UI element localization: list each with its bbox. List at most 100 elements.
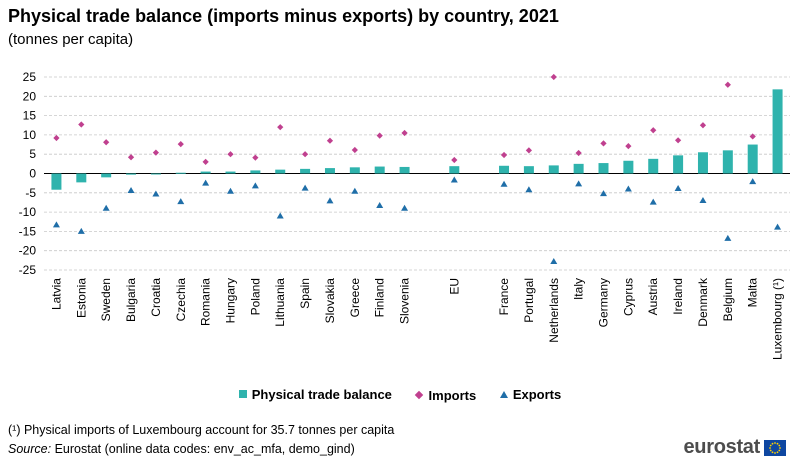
point-imports <box>575 149 582 157</box>
bar-balance <box>200 171 211 174</box>
point-exports <box>152 190 160 197</box>
bar-balance <box>573 163 584 174</box>
point-exports <box>177 198 185 205</box>
legend-bar-swatch <box>238 390 247 398</box>
point-imports <box>53 134 60 142</box>
point-exports <box>127 186 135 193</box>
legend-label-exports: Exports <box>512 387 562 402</box>
x-tick-label: Lithuania <box>273 278 287 327</box>
x-tick-label: Sweden <box>99 278 113 321</box>
x-tick-label: Finland <box>373 278 387 317</box>
chart-title: Physical trade balance (imports minus ex… <box>8 6 559 26</box>
point-imports <box>600 140 607 147</box>
x-tick-label: Cyprus <box>621 278 635 316</box>
y-tick-label: 25 <box>23 70 37 84</box>
point-exports <box>774 223 782 230</box>
x-tick-label: Estonia <box>74 278 88 318</box>
point-imports <box>699 122 707 129</box>
point-imports <box>152 149 160 156</box>
point-exports <box>401 204 409 211</box>
point-exports <box>102 204 110 211</box>
point-imports <box>650 127 657 134</box>
bar-balance <box>76 173 87 183</box>
source-text: Eurostat (online data codes: env_ac_mfa,… <box>51 442 355 456</box>
legend-label-balance: Physical trade balance <box>251 386 392 402</box>
legend-item-imports: Imports <box>414 388 476 403</box>
x-tick-label: Denmark <box>696 277 710 327</box>
point-imports <box>127 154 135 161</box>
x-tick-label: Belgium <box>721 278 735 321</box>
point-exports <box>326 197 334 204</box>
bar-balance <box>623 160 634 174</box>
x-tick-label: Poland <box>248 278 262 315</box>
y-tick-label: 20 <box>23 89 37 103</box>
x-tick-label: Greece <box>348 278 362 318</box>
x-tick-label: Hungary <box>224 278 238 323</box>
bar-balance <box>697 152 708 174</box>
bar-balance <box>349 167 360 174</box>
chart-canvas: 25 20 15 10 5 0 -5 -10 -15 -20 -25 Latvia Estonia Swe… <box>19 70 790 360</box>
x-tick-label: Germany <box>597 278 611 327</box>
point-exports <box>699 197 707 204</box>
y-tick-label: 0 <box>29 167 36 181</box>
point-exports <box>550 258 558 265</box>
point-exports <box>251 182 259 189</box>
x-tick-label: Ireland <box>671 278 685 315</box>
logo-text: eurostat <box>683 436 760 458</box>
source-line: Source: Eurostat (online data codes: env… <box>8 442 355 456</box>
y-tick-label: -5 <box>25 186 36 200</box>
bar-balance <box>523 166 534 174</box>
x-tick-label: Croatia <box>149 278 163 317</box>
point-exports <box>624 185 632 192</box>
point-imports <box>451 156 458 164</box>
y-tick-label: -20 <box>19 244 37 258</box>
point-exports <box>77 227 85 234</box>
point-imports <box>326 137 334 144</box>
x-tick-label: Italy <box>572 278 586 300</box>
point-exports <box>575 180 583 187</box>
bar-balance <box>673 155 684 174</box>
point-imports <box>625 142 632 150</box>
y-tick-label: 15 <box>23 109 37 123</box>
bar-balance <box>449 166 460 174</box>
point-exports <box>376 202 384 209</box>
point-imports <box>202 158 209 166</box>
point-imports <box>376 132 383 139</box>
x-tick-label: Luxembourg (¹) <box>771 278 785 360</box>
chart-subtitle: (tonnes per capita) <box>8 31 134 48</box>
point-exports <box>525 186 533 193</box>
bar-balance <box>374 166 385 174</box>
y-tick-label: 10 <box>23 128 37 142</box>
chart-legend: Physical trade balance Imports Exports <box>0 386 800 403</box>
point-imports <box>103 139 110 146</box>
x-tick-label: Portugal <box>522 278 536 323</box>
y-tick-label: -15 <box>19 224 37 238</box>
x-tick-label: Spain <box>298 278 312 309</box>
point-exports <box>301 184 309 191</box>
point-imports <box>301 151 309 158</box>
point-exports <box>649 198 657 205</box>
legend-item-balance: Physical trade balance <box>238 386 392 402</box>
point-exports <box>351 187 359 194</box>
bar-balance <box>324 168 335 174</box>
bar-balance <box>275 169 286 174</box>
x-tick-label: Bulgaria <box>124 278 138 322</box>
point-imports <box>351 146 358 154</box>
x-tick-label: Latvia <box>49 278 63 310</box>
point-imports <box>277 124 284 131</box>
eu-flag-icon <box>764 439 786 456</box>
point-imports <box>525 147 533 154</box>
point-exports <box>500 180 508 187</box>
bar-balance <box>300 168 311 174</box>
point-exports <box>227 187 234 194</box>
x-tick-label: France <box>497 278 511 316</box>
x-tick-label: Slovakia <box>323 278 337 324</box>
point-exports <box>600 190 607 197</box>
bar-balance <box>225 171 236 174</box>
eurostat-logo: eurostat <box>683 436 786 459</box>
x-tick-label: Czechia <box>174 278 188 322</box>
bar-balance <box>150 173 161 175</box>
x-tick-label: Malta <box>746 278 760 308</box>
point-exports <box>52 221 60 228</box>
point-exports <box>674 185 682 192</box>
